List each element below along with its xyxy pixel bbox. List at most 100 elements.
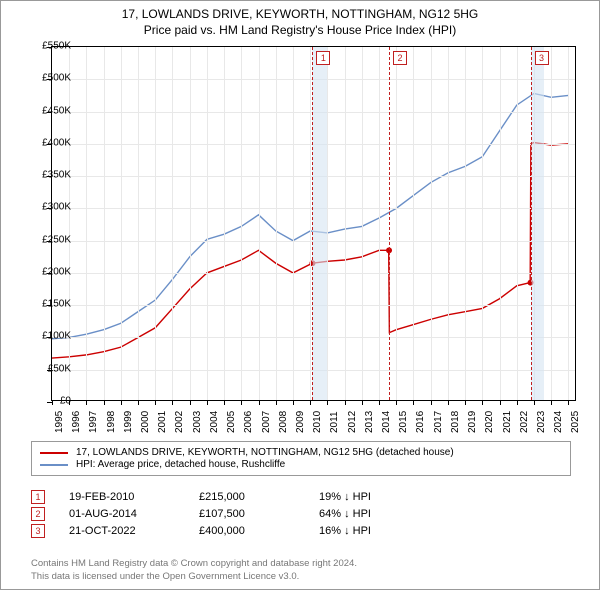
gridline-v <box>224 47 225 400</box>
x-axis-label: 2012 <box>347 411 358 433</box>
sales-row-price: £400,000 <box>199 525 319 537</box>
x-axis-label: 2009 <box>295 411 306 433</box>
x-axis-label: 2015 <box>398 411 409 433</box>
x-axis-label: 2016 <box>415 411 426 433</box>
gridline-v <box>551 47 552 400</box>
x-tick <box>362 400 363 405</box>
y-axis-label: £350K <box>23 170 71 181</box>
attribution-line1: Contains HM Land Registry data © Crown c… <box>31 558 357 569</box>
x-tick <box>345 400 346 405</box>
x-tick <box>482 400 483 405</box>
legend: 17, LOWLANDS DRIVE, KEYWORTH, NOTTINGHAM… <box>31 441 571 476</box>
gridline-v <box>396 47 397 400</box>
x-tick <box>310 400 311 405</box>
chart-subtitle: Price paid vs. HM Land Registry's House … <box>1 23 599 37</box>
attribution: Contains HM Land Registry data © Crown c… <box>31 558 571 583</box>
gridline-v <box>500 47 501 400</box>
sale-date-line <box>312 47 313 400</box>
sale-marker: 1 <box>316 51 330 65</box>
y-axis-label: £150K <box>23 299 71 310</box>
x-axis-label: 2018 <box>450 411 461 433</box>
x-axis-label: 2017 <box>433 411 444 433</box>
x-tick <box>86 400 87 405</box>
gridline-v <box>190 47 191 400</box>
y-axis-label: £50K <box>23 363 71 374</box>
x-tick <box>327 400 328 405</box>
x-axis-label: 2007 <box>261 411 272 433</box>
gridline-v <box>276 47 277 400</box>
sales-row-delta: 64% ↓ HPI <box>319 508 439 520</box>
x-axis-label: 1997 <box>88 411 99 433</box>
x-axis-label: 2010 <box>312 411 323 433</box>
y-axis-label: £0 <box>23 396 71 407</box>
x-tick <box>224 400 225 405</box>
sales-row-date: 01-AUG-2014 <box>69 508 199 520</box>
x-tick <box>413 400 414 405</box>
gridline-v <box>568 47 569 400</box>
gridline-v <box>379 47 380 400</box>
x-axis-label: 2024 <box>553 411 564 433</box>
y-axis-label: £400K <box>23 137 71 148</box>
chart-title-address: 17, LOWLANDS DRIVE, KEYWORTH, NOTTINGHAM… <box>1 7 599 21</box>
x-axis-label: 2019 <box>467 411 478 433</box>
sales-row-price: £107,500 <box>199 508 319 520</box>
sale-date-line <box>531 47 532 400</box>
legend-label: HPI: Average price, detached house, Rush… <box>76 459 285 470</box>
gridline-v <box>121 47 122 400</box>
x-axis-label: 2025 <box>570 411 581 433</box>
x-tick <box>276 400 277 405</box>
x-axis-label: 2003 <box>192 411 203 433</box>
x-tick <box>121 400 122 405</box>
x-axis-label: 1995 <box>54 411 65 433</box>
x-tick <box>190 400 191 405</box>
gridline-v <box>413 47 414 400</box>
x-tick <box>534 400 535 405</box>
y-axis-label: £450K <box>23 105 71 116</box>
gridline-v <box>241 47 242 400</box>
sales-row: 119-FEB-2010£215,00019% ↓ HPI <box>31 490 571 504</box>
y-axis-label: £550K <box>23 41 71 52</box>
x-tick <box>517 400 518 405</box>
x-tick <box>568 400 569 405</box>
legend-swatch <box>40 464 68 466</box>
sale-date-line <box>389 47 390 400</box>
sales-row-date: 19-FEB-2010 <box>69 491 199 503</box>
gridline-v <box>86 47 87 400</box>
x-axis-label: 2005 <box>226 411 237 433</box>
gridline-v <box>293 47 294 400</box>
ownership-band <box>531 47 545 400</box>
sales-row-price: £215,000 <box>199 491 319 503</box>
x-axis-label: 2000 <box>140 411 151 433</box>
y-axis-label: £200K <box>23 266 71 277</box>
x-tick <box>293 400 294 405</box>
x-tick <box>104 400 105 405</box>
sales-row-marker: 2 <box>31 507 45 521</box>
y-axis-label: £250K <box>23 234 71 245</box>
x-axis-label: 1999 <box>123 411 134 433</box>
x-tick <box>207 400 208 405</box>
y-axis-label: £500K <box>23 73 71 84</box>
x-tick <box>379 400 380 405</box>
sales-row-marker: 3 <box>31 524 45 538</box>
x-tick <box>138 400 139 405</box>
gridline-v <box>517 47 518 400</box>
sales-row-delta: 16% ↓ HPI <box>319 525 439 537</box>
gridline-v <box>345 47 346 400</box>
gridline-v <box>482 47 483 400</box>
sale-marker: 2 <box>393 51 407 65</box>
x-tick <box>551 400 552 405</box>
x-axis-label: 2002 <box>174 411 185 433</box>
gridline-v <box>155 47 156 400</box>
ownership-band <box>312 47 327 400</box>
x-tick <box>448 400 449 405</box>
x-axis-label: 2021 <box>502 411 513 433</box>
x-tick <box>465 400 466 405</box>
chart-container: 17, LOWLANDS DRIVE, KEYWORTH, NOTTINGHAM… <box>0 0 600 590</box>
gridline-v <box>362 47 363 400</box>
sales-row: 321-OCT-2022£400,00016% ↓ HPI <box>31 524 571 538</box>
x-axis-label: 2014 <box>381 411 392 433</box>
gridline-v <box>259 47 260 400</box>
x-tick <box>431 400 432 405</box>
y-axis-label: £300K <box>23 202 71 213</box>
sales-row: 2 01-AUG-2014£107,50064% ↓ HPI <box>31 507 571 521</box>
